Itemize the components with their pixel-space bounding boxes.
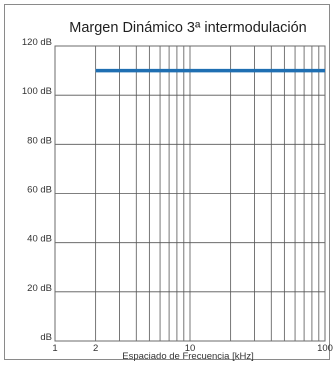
x-tick-label: 100 (317, 343, 333, 354)
y-tick-label: 80 dB (27, 135, 52, 146)
chart-title: Margen Dinámico 3ª intermodulación (69, 20, 306, 36)
chart-frame (4, 4, 330, 360)
y-tick-label: 120 dB (22, 37, 52, 48)
x-tick-labels: 1 2 10 100 (52, 343, 333, 354)
y-tick-label: 20 dB (27, 283, 52, 294)
y-tick-labels: dB 20 dB 40 dB 60 dB 80 dB 100 dB 120 dB (22, 37, 52, 343)
grid (54, 45, 325, 342)
x-tick-label: 1 (52, 343, 57, 354)
y-tick-label: 40 dB (27, 234, 52, 245)
plot-area (54, 45, 326, 342)
x-tick-label: 10 (185, 343, 196, 354)
y-tick-label: 100 dB (22, 86, 52, 97)
x-axis-label: Espaciado de Frecuencia [kHz] (122, 351, 253, 362)
x-tick-label: 2 (93, 343, 98, 354)
y-tick-label: dB (40, 332, 52, 343)
y-tick-label: 60 dB (27, 185, 52, 196)
